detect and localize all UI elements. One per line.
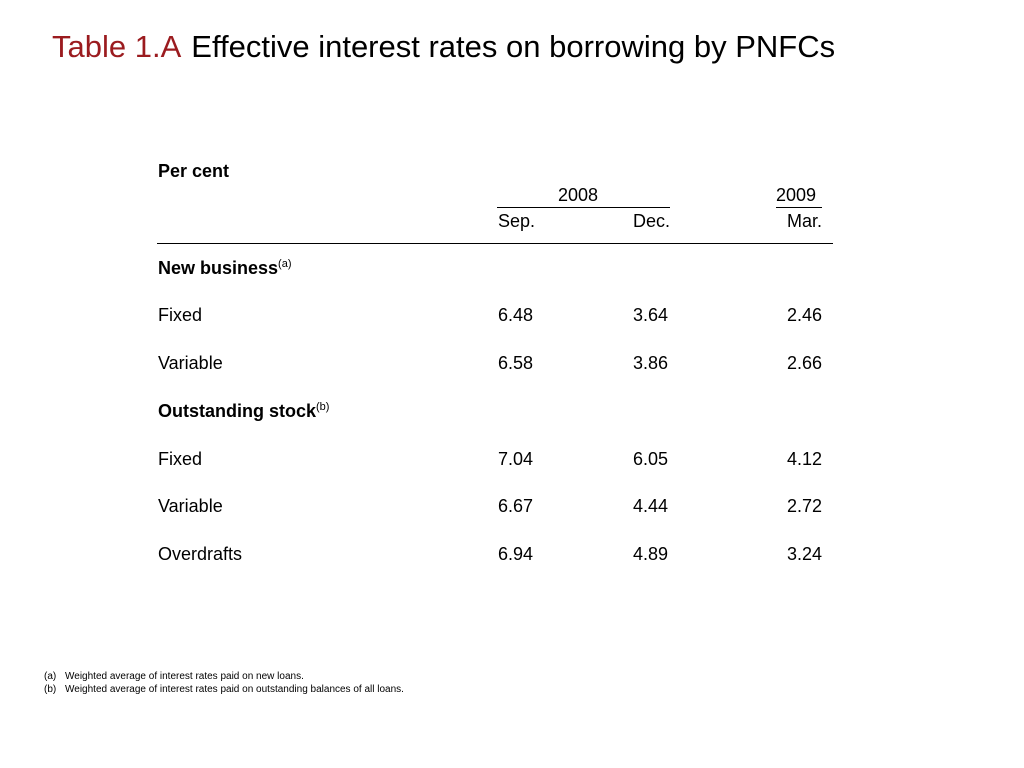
- year-header-2008: 2008: [558, 185, 599, 205]
- value-dec: 6.05: [633, 449, 669, 469]
- value-dec: 3.86: [633, 353, 669, 373]
- footnotes: (a) Weighted average of interest rates p…: [44, 670, 404, 696]
- table-number: Table 1.A: [52, 29, 182, 64]
- value-dec: 4.89: [633, 544, 669, 564]
- year-underline-2008: [497, 207, 670, 208]
- row-label: Fixed: [158, 449, 203, 469]
- section-heading-label: Outstanding stock: [158, 401, 317, 421]
- value-mar: 2.66: [786, 353, 822, 373]
- value-dec: 4.44: [633, 496, 669, 516]
- row-label: Fixed: [158, 305, 203, 325]
- value-mar: 4.12: [786, 449, 822, 469]
- year-underline-2009: [776, 207, 822, 208]
- footnote-ref-b: (b): [316, 401, 330, 413]
- year-header-2009: 2009: [776, 185, 817, 205]
- value-sep: 6.48: [498, 305, 534, 325]
- row-label: Variable: [158, 496, 223, 516]
- footnote-mark: (b): [44, 684, 57, 695]
- row-label: Variable: [158, 353, 223, 373]
- table-title: Effective interest rates on borrowing by…: [191, 29, 836, 64]
- header-rule: [157, 243, 833, 244]
- footnote-mark: (a): [44, 671, 57, 682]
- column-header-dec: Dec.: [633, 211, 671, 231]
- column-header-mar: Mar.: [786, 211, 822, 231]
- units-label: Per cent: [158, 161, 230, 181]
- slide-title: Table 1.A Effective interest rates on bor…: [52, 26, 835, 68]
- footnote-b: (b) Weighted average of interest rates p…: [44, 683, 404, 696]
- value-sep: 6.67: [498, 496, 534, 516]
- footnote-a: (a) Weighted average of interest rates p…: [44, 670, 404, 683]
- footnote-text: Weighted average of interest rates paid …: [65, 684, 404, 695]
- footnote-text: Weighted average of interest rates paid …: [65, 671, 304, 682]
- value-dec: 3.64: [633, 305, 669, 325]
- section-heading-label: New business: [158, 258, 279, 278]
- value-sep: 6.94: [498, 544, 534, 564]
- value-mar: 2.72: [786, 496, 822, 516]
- value-mar: 3.24: [786, 544, 822, 564]
- value-sep: 7.04: [498, 449, 534, 469]
- footnote-ref-a: (a): [278, 258, 292, 270]
- section-heading-outstanding-stock: Outstanding stock(b): [158, 400, 329, 422]
- column-header-sep: Sep.: [498, 211, 536, 231]
- value-mar: 2.46: [786, 305, 822, 325]
- section-heading-new-business: New business(a): [158, 257, 292, 279]
- row-label: Overdrafts: [158, 544, 243, 564]
- value-sep: 6.58: [498, 353, 534, 373]
